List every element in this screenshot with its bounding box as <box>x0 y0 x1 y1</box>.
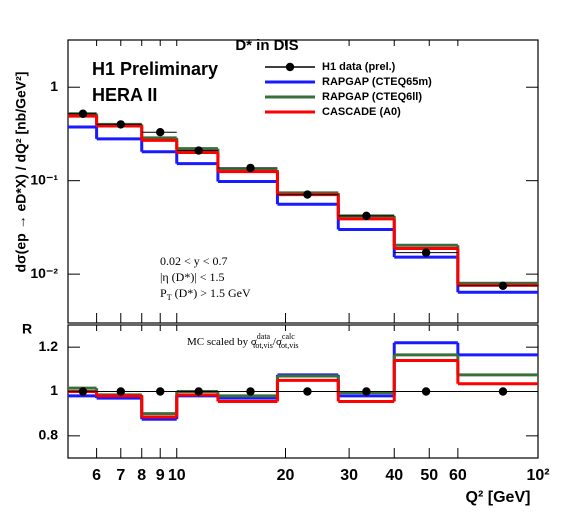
y-tick-label: 1.2 <box>39 338 59 354</box>
data-point <box>78 387 88 396</box>
data-point <box>362 387 371 396</box>
data-point <box>156 128 165 137</box>
note-part: tot,vis <box>279 341 299 350</box>
cut-label: 0.02 < y < 0.7 <box>160 254 228 268</box>
note-part: /σ <box>273 336 282 348</box>
cut-part: T <box>167 293 172 302</box>
y-tick-label: 10⁻² <box>30 265 58 281</box>
cut-label: PT (D*) > 1.5 GeV <box>160 286 251 302</box>
x-tick-label: 40 <box>385 467 403 484</box>
x-axis-label: Q² [GeV] <box>466 489 531 506</box>
data-point <box>194 146 203 155</box>
y-tick-label: 1 <box>50 382 58 398</box>
data-point <box>246 163 255 173</box>
data-point <box>116 120 125 129</box>
data-point <box>421 387 431 396</box>
y-axis-label: dσ(ep → eD*X) / dQ² [nb/GeV²] <box>13 72 29 273</box>
x-tick-label: 6 <box>92 467 101 484</box>
chart-title: D* in DIS <box>235 37 298 54</box>
data-point <box>421 248 431 257</box>
legend-label: H1 data (prel.) <box>322 61 396 73</box>
y-tick-label: 1 <box>50 78 58 94</box>
data-point <box>156 387 165 396</box>
x-tick-label: 20 <box>277 467 295 484</box>
legend-label: CASCADE (A0) <box>322 106 401 118</box>
ratio-note: MC scaled by σdata tot,vis/σcalc tot,vis <box>187 332 299 350</box>
y-tick-label: 0.8 <box>39 427 59 443</box>
x-tick-label: 10 <box>168 467 186 484</box>
data-point <box>246 387 255 396</box>
note-part: MC scaled by σ <box>187 336 257 348</box>
x-tick-label: 10² <box>526 467 549 484</box>
ratio-axis-label: R <box>22 321 32 337</box>
data-point <box>116 387 125 396</box>
x-tick-label: 50 <box>420 467 438 484</box>
cut-part: P <box>160 286 167 300</box>
data-point <box>498 387 508 396</box>
data-point <box>498 281 508 291</box>
note-part: calc <box>282 332 295 341</box>
cut-label: |η (D*)| < 1.5 <box>160 270 225 284</box>
data-point <box>78 109 88 118</box>
x-tick-label: 8 <box>137 467 146 484</box>
note-part: data <box>257 332 271 341</box>
data-point <box>362 211 371 221</box>
data-point <box>303 387 312 396</box>
x-tick-label: 9 <box>156 467 165 484</box>
top-frame <box>67 39 539 324</box>
data-point <box>303 190 312 199</box>
legend-label: RAPGAP (CTEQ65m) <box>322 76 432 88</box>
y-tick-label: 10⁻¹ <box>30 171 58 187</box>
experiment-label: HERA II <box>92 85 157 105</box>
experiment-label: H1 Preliminary <box>92 59 218 79</box>
cut-part: (D*) > 1.5 GeV <box>172 286 251 300</box>
x-tick-label: 7 <box>116 467 125 484</box>
data-point <box>194 387 203 396</box>
legend-label: RAPGAP (CTEQ6ll) <box>322 91 422 103</box>
x-tick-label: 60 <box>449 467 467 484</box>
x-tick-label: 30 <box>340 467 358 484</box>
note-part: tot,vis <box>253 341 273 350</box>
legend-marker <box>285 62 295 72</box>
